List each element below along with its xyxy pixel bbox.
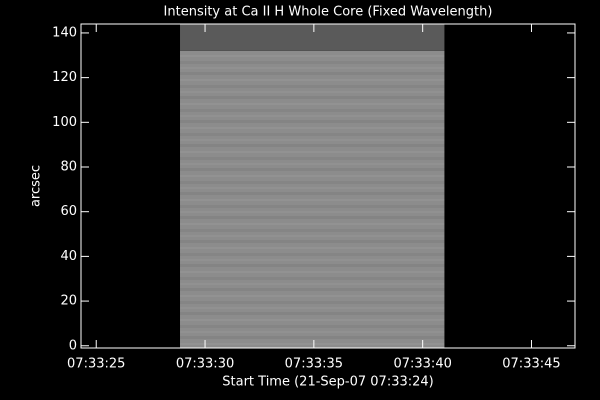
x-tick-label: 07:33:35 <box>285 357 343 372</box>
x-tick-label: 07:33:25 <box>67 357 125 372</box>
y-tick-label: 20 <box>60 294 77 309</box>
image-band <box>180 24 445 51</box>
x-tick-label: 07:33:45 <box>502 357 560 372</box>
y-tick-label: 120 <box>52 70 77 85</box>
chart-title: Intensity at Ca II H Whole Core (Fixed W… <box>164 5 493 20</box>
y-tick-label: 80 <box>60 160 77 175</box>
y-tick-label: 40 <box>60 249 77 264</box>
axes-frame <box>80 23 576 349</box>
x-axis-label: Start Time (21-Sep-07 07:33:24) <box>222 375 433 390</box>
y-axis-label: arcsec <box>29 165 44 207</box>
x-tick-label: 07:33:30 <box>176 357 234 372</box>
image-texture <box>180 50 445 349</box>
y-tick-label: 100 <box>52 115 77 130</box>
y-tick-label: 60 <box>60 204 77 219</box>
y-tick-label: 0 <box>69 338 77 353</box>
y-tick-label: 140 <box>52 25 77 40</box>
plot-area <box>180 24 445 349</box>
x-tick-label: 07:33:40 <box>393 357 451 372</box>
